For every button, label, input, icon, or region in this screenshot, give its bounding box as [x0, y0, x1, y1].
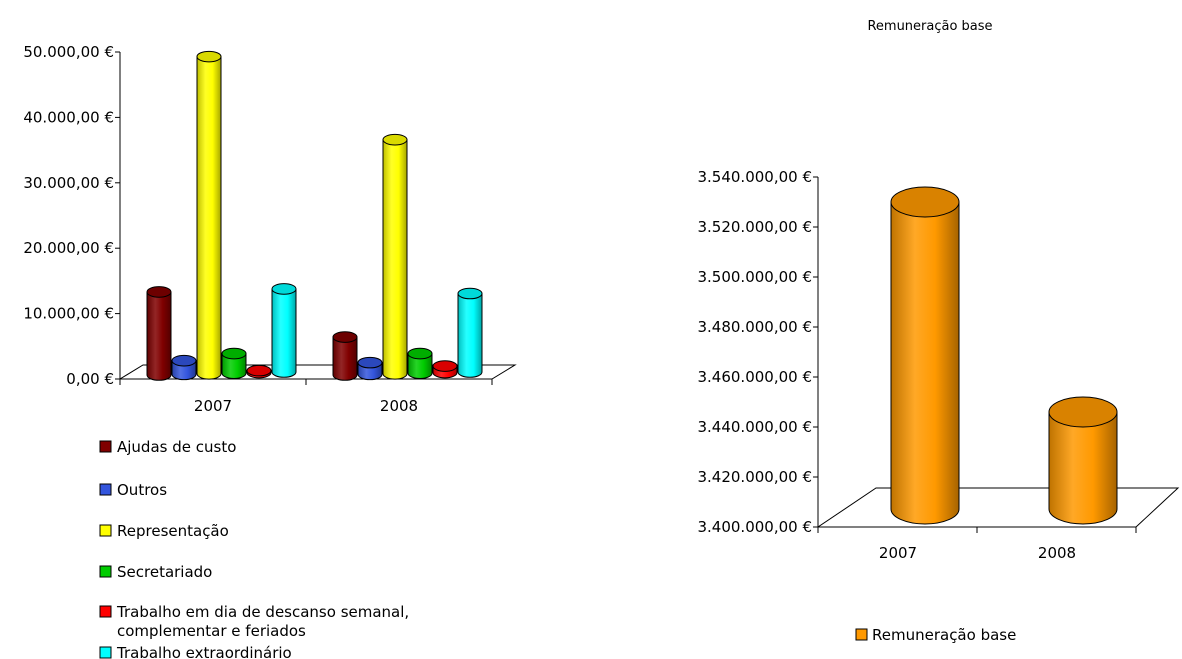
left-legend-swatch: [99, 483, 112, 496]
left-legend-swatch: [99, 646, 112, 659]
left-x-tick-label: 2007: [194, 397, 232, 415]
left-bar-2007-2: [171, 354, 197, 381]
right-bars: [890, 186, 1118, 525]
left-legend-label: Ajudas de custo: [117, 438, 236, 456]
right-axes: [813, 176, 1180, 533]
left-bar-2007-1: [146, 286, 172, 381]
left-x-tick-label: 2008: [380, 397, 418, 415]
right-y-tick-label: 3.480.000,00 €: [697, 318, 812, 336]
right-y-tick-label: 3.520.000,00 €: [697, 218, 812, 236]
left-y-tick-label: 0,00 €: [66, 370, 114, 388]
left-y-tick-labels: 0,00 € 10.000,00 € 20.000,00 € 30.000,00 € 4…: [23, 43, 114, 388]
left-bar-2007-3: [196, 50, 222, 380]
left-legend-label: Secretariado: [117, 563, 212, 581]
right-y-tick-label: 3.400.000,00 €: [697, 518, 812, 536]
left-legend-swatch: [99, 440, 112, 453]
left-bar-2007-6: [271, 283, 297, 378]
left-legend-label: Outros: [117, 481, 167, 499]
right-bar-2008: [1048, 396, 1118, 525]
left-bar-2008-3: [382, 133, 408, 380]
left-legend-swatch: [99, 605, 112, 618]
left-legend-swatch: [99, 524, 112, 537]
left-x-tick-labels: 2007 2008: [194, 397, 418, 415]
left-y-tick-label: 10.000,00 €: [23, 305, 114, 323]
right-legend: Remuneração base: [855, 626, 1016, 644]
left-axes: [115, 51, 517, 385]
right-y-tick-label: 3.460.000,00 €: [697, 368, 812, 386]
left-bars: [146, 50, 483, 381]
left-bar-2008-1: [332, 331, 358, 381]
right-y-tick-label: 3.440.000,00 €: [697, 418, 812, 436]
right-x-tick-labels: 2007 2008: [879, 544, 1076, 562]
left-bar-2007-4: [221, 347, 247, 379]
right-x-tick-label: 2008: [1038, 544, 1076, 562]
right-chart: Remuneração base 3.400.000,00 € 3.420.000…: [697, 19, 1180, 562]
right-x-tick-label: 2007: [879, 544, 917, 562]
right-y-tick-label: 3.500.000,00 €: [697, 268, 812, 286]
right-legend-label: Remuneração base: [872, 626, 1016, 644]
right-bar-2007: [890, 186, 960, 525]
left-chart: 0,00 € 10.000,00 € 20.000,00 € 30.000,00 € 4…: [23, 43, 517, 415]
left-legend-label: Representação: [117, 522, 229, 540]
right-legend-swatch: [855, 628, 868, 641]
right-floor: [816, 487, 1180, 528]
left-legend-label: Trabalho em dia de descanso semanal,: [116, 603, 409, 621]
left-bar-2008-2: [357, 356, 383, 381]
left-bar-2008-4: [407, 347, 433, 379]
right-y-tick-labels: 3.400.000,00 € 3.420.000,00 € 3.440.000,00…: [697, 168, 812, 536]
left-legend: Ajudas de custo Outros Representação Secret…: [99, 438, 409, 659]
right-chart-title: Remuneração base: [867, 19, 992, 34]
left-y-tick-label: 30.000,00 €: [23, 174, 114, 192]
right-y-tick-label: 3.420.000,00 €: [697, 468, 812, 486]
left-y-tick-label: 20.000,00 €: [23, 239, 114, 257]
left-y-tick-label: 40.000,00 €: [23, 108, 114, 126]
left-y-tick-label: 50.000,00 €: [23, 43, 114, 61]
left-bar-2007-5: [246, 364, 272, 379]
left-legend-swatch: [99, 565, 112, 578]
left-bar-2008-5: [432, 360, 458, 379]
right-y-tick-label: 3.540.000,00 €: [697, 168, 812, 186]
left-legend-label: Trabalho extraordinário: [116, 644, 292, 659]
left-bar-2008-6: [457, 287, 483, 378]
left-legend-label-cont: complementar e feriados: [117, 622, 306, 640]
